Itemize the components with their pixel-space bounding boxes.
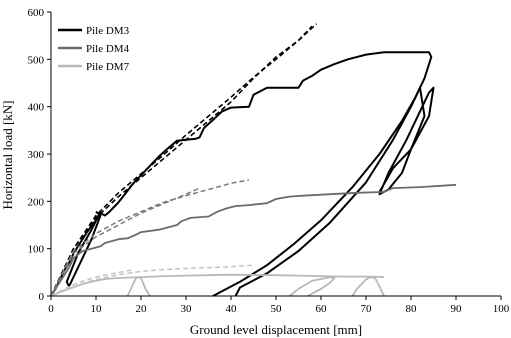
y-tick-label: 500	[28, 54, 45, 66]
series-line-11	[50, 179, 250, 297]
x-tick-label: 20	[136, 303, 148, 315]
legend: Pile DM3 Pile DM4 Pile DM7	[58, 25, 130, 73]
x-tick-label: 100	[493, 303, 510, 315]
y-tick-label: 300	[28, 149, 45, 161]
y-tick-label: 600	[28, 7, 45, 19]
series-line-10	[50, 187, 200, 297]
x-tick-label: 90	[451, 303, 463, 315]
x-tick-label: 70	[361, 303, 373, 315]
series-line-0	[50, 51, 433, 297]
x-tick-label: 60	[316, 303, 328, 315]
y-tick-label: 100	[28, 244, 45, 256]
series-line-5	[126, 276, 151, 297]
series-line-13	[50, 264, 254, 297]
series-line-1	[65, 210, 102, 288]
x-tick-label: 40	[226, 303, 238, 315]
series-line-3	[50, 183, 457, 297]
series-layer	[50, 23, 457, 297]
ticks-layer: 0 10 20 30 40 50 60 70 80 90 100 0 100 200 300 400 500 60…	[28, 7, 510, 315]
x-tick-label: 0	[48, 303, 54, 315]
series-line-7	[351, 276, 385, 297]
series-line-6	[288, 276, 336, 297]
y-tick-label: 0	[39, 291, 45, 303]
x-axis-label: Ground level displacement [mm]	[190, 322, 362, 337]
legend-label: Pile DM4	[86, 43, 130, 55]
y-tick-label: 400	[28, 102, 45, 114]
y-axis-label: Horizontal load [kN]	[0, 100, 15, 209]
x-tick-label: 80	[406, 303, 418, 315]
y-tick-label: 200	[28, 196, 45, 208]
x-tick-label: 30	[181, 303, 193, 315]
legend-label: Pile DM3	[86, 25, 130, 37]
x-tick-label: 10	[91, 303, 103, 315]
series-line-2	[234, 86, 435, 297]
series-line-12	[50, 269, 133, 297]
series-line-8	[50, 25, 313, 297]
x-tick-label: 50	[271, 303, 283, 315]
series-line-9	[50, 23, 318, 297]
legend-label: Pile DM7	[86, 61, 130, 73]
